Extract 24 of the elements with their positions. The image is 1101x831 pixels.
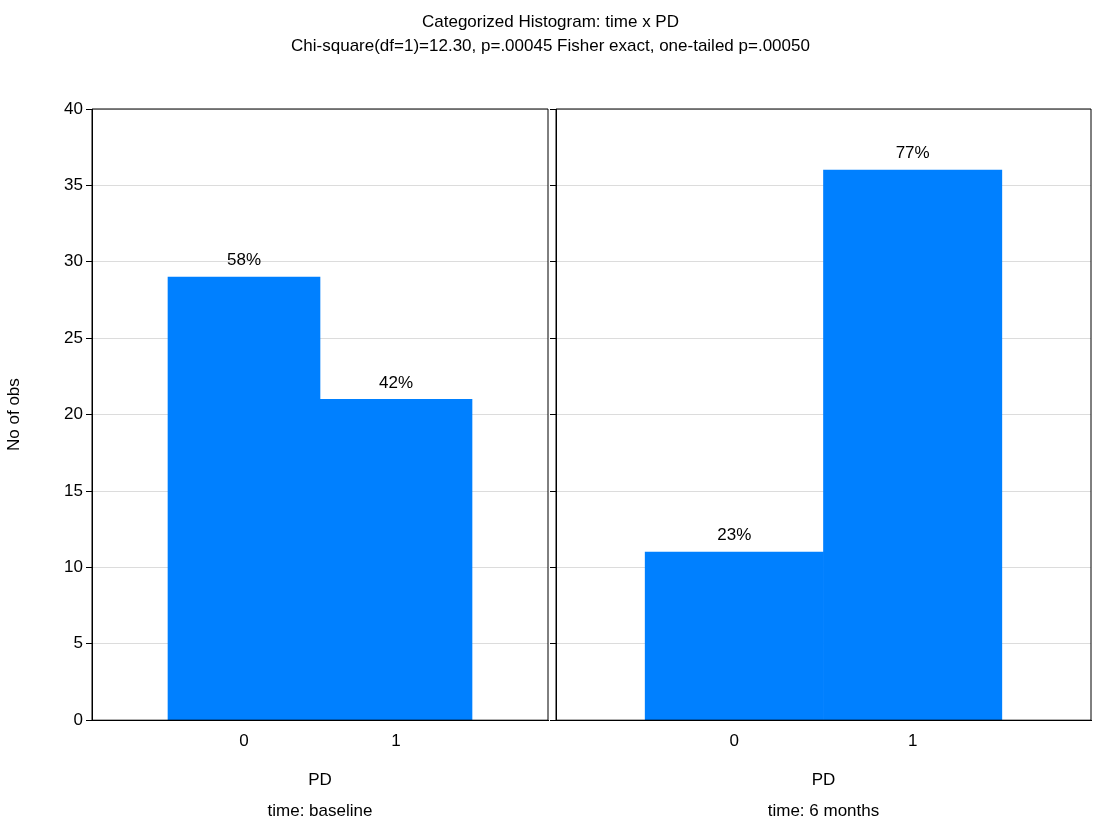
annotation: 77%	[895, 143, 930, 163]
annotation: 23%	[717, 525, 752, 545]
y-tick-label: 25	[64, 327, 83, 347]
y-tick-label: 0	[73, 709, 83, 729]
x-tick-label: 0	[729, 731, 740, 751]
text: time: baseline	[266, 801, 374, 821]
annotation: 58%	[226, 250, 262, 270]
x-tick-label: 0	[239, 731, 249, 751]
y-tick-label: 35	[64, 175, 83, 195]
y-tick-label: 30	[64, 251, 83, 271]
y-tick-label: 40	[64, 98, 83, 118]
x-axis-title: PD	[811, 770, 836, 790]
annotation: 42%	[378, 372, 414, 392]
y-tick-label: 5	[73, 633, 83, 653]
chart-subtitle: Chi-square(df=1)=12.30, p=.00045 Fisher exact, one-tailed p=.00050	[290, 35, 811, 57]
chart-title: Categorized Histogram: time x PD	[421, 11, 680, 33]
x-tick-label: 1	[907, 731, 918, 751]
x-tick-label: 1	[391, 731, 401, 751]
x-axis-title: PD	[308, 770, 332, 790]
y-tick-label: 20	[64, 404, 83, 424]
y-tick-label: 15	[64, 480, 83, 500]
y-tick-label: 10	[64, 557, 83, 577]
text: time: 6 months	[766, 801, 881, 821]
y-axis-title: No of obs	[3, 378, 23, 451]
